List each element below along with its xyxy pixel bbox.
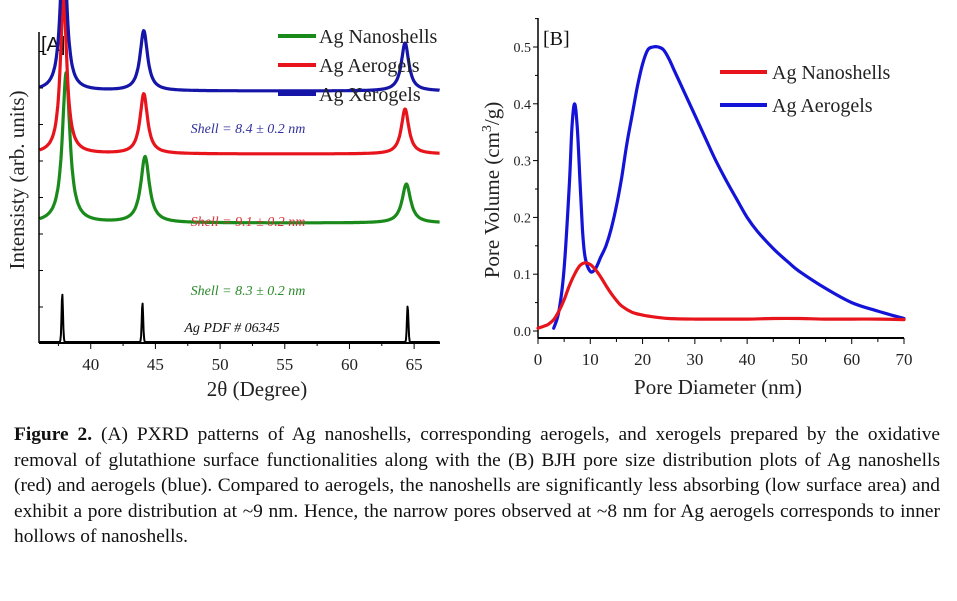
panel-a-pxrd: [A] 40 45 50 55 60 65 Shell = 8.3 ± 0.2 nmShe… bbox=[5, 0, 441, 401]
y-tick-label: 0.4 bbox=[514, 98, 532, 113]
legend-label: Ag Aerogels bbox=[772, 95, 873, 117]
series-line-ag-xerogels bbox=[38, 0, 441, 93]
panel-b-x-axis-title: Pore Diameter (nm) bbox=[634, 375, 802, 399]
y-tick-label: 0.1 bbox=[514, 268, 532, 283]
y-tick-label: 0.2 bbox=[514, 211, 532, 226]
series-line-ag-aerogels bbox=[38, 0, 441, 156]
y-tick-label: 0.5 bbox=[514, 41, 532, 56]
annotation-label: Shell = 8.3 ± 0.2 nm bbox=[191, 284, 306, 299]
series-line-ag-nanoshells bbox=[38, 71, 441, 225]
ylabel-suffix: /g) bbox=[480, 102, 504, 125]
figure-caption: Figure 2. (A) PXRD patterns of Ag nanosh… bbox=[14, 422, 940, 550]
x-tick-label: 70 bbox=[896, 350, 913, 369]
series-line-ag-aerogels bbox=[552, 45, 906, 330]
x-tick-label: 65 bbox=[406, 355, 423, 374]
panel-a-x-axis-title: 2θ (Degree) bbox=[207, 377, 307, 401]
panel-a-legend: Ag Nanoshells Ag Aerogels Ag Xerogels bbox=[278, 26, 438, 106]
panel-b-series bbox=[536, 45, 906, 330]
series-line-ag-nanoshells bbox=[536, 261, 906, 330]
x-tick-label: 10 bbox=[582, 350, 599, 369]
panel-b-bjh: [B] 0.0 0.1 0.2 0.3 0.4 0.5 0 10 20 30 40 50 60 70 Po… bbox=[480, 18, 913, 399]
annotation-label: Shell = 8.4 ± 0.2 nm bbox=[191, 122, 306, 137]
legend-label: Ag Nanoshells bbox=[772, 62, 891, 84]
annotation-label: Shell = 9.1 ± 0.2 nm bbox=[191, 215, 306, 230]
legend-label: Ag Nanoshells bbox=[319, 26, 438, 48]
x-tick-label: 0 bbox=[534, 350, 543, 369]
y-tick-label: 0.0 bbox=[514, 325, 532, 340]
x-tick-label: 50 bbox=[791, 350, 808, 369]
panel-b-legend: Ag Nanoshells Ag Aerogels bbox=[720, 62, 891, 117]
panel-a-annotations: Shell = 8.3 ± 0.2 nm Shell = 9.1 ± 0.2 nm… bbox=[183, 122, 305, 336]
x-tick-label: 45 bbox=[147, 355, 164, 374]
x-tick-label: 40 bbox=[82, 355, 99, 374]
legend-label: Ag Xerogels bbox=[319, 84, 421, 106]
figure: [A] 40 45 50 55 60 65 Shell = 8.3 ± 0.2 nmShe… bbox=[5, 0, 913, 401]
x-tick-label: 30 bbox=[686, 350, 703, 369]
caption-text: (A) PXRD patterns of Ag nanoshells, corr… bbox=[14, 424, 941, 548]
x-tick-label: 40 bbox=[739, 350, 756, 369]
panel-b-label: [B] bbox=[543, 28, 570, 50]
ylabel-prefix: Pore Volume (cm bbox=[480, 132, 504, 278]
x-tick-label: 20 bbox=[634, 350, 651, 369]
caption-label: Figure 2. bbox=[14, 424, 93, 445]
legend-label: Ag Aerogels bbox=[319, 55, 420, 77]
panel-a-axes: 40 45 50 55 60 65 bbox=[38, 32, 440, 374]
annotation-label: Ag PDF # 06345 bbox=[183, 321, 279, 336]
panel-b-axes: 0.0 0.1 0.2 0.3 0.4 0.5 0 10 20 30 40 50 60 70 bbox=[514, 18, 913, 369]
panel-b-y-axis-title: Pore Volume (cm3/g) bbox=[480, 102, 504, 279]
x-tick-label: 60 bbox=[341, 355, 358, 374]
x-tick-label: 60 bbox=[843, 350, 860, 369]
x-tick-label: 55 bbox=[276, 355, 293, 374]
y-tick-label: 0.3 bbox=[514, 155, 532, 170]
x-tick-label: 50 bbox=[212, 355, 229, 374]
ylabel-sup: 3 bbox=[480, 125, 495, 132]
panel-a-y-axis-title: Intensisty (arb. units) bbox=[5, 90, 29, 269]
